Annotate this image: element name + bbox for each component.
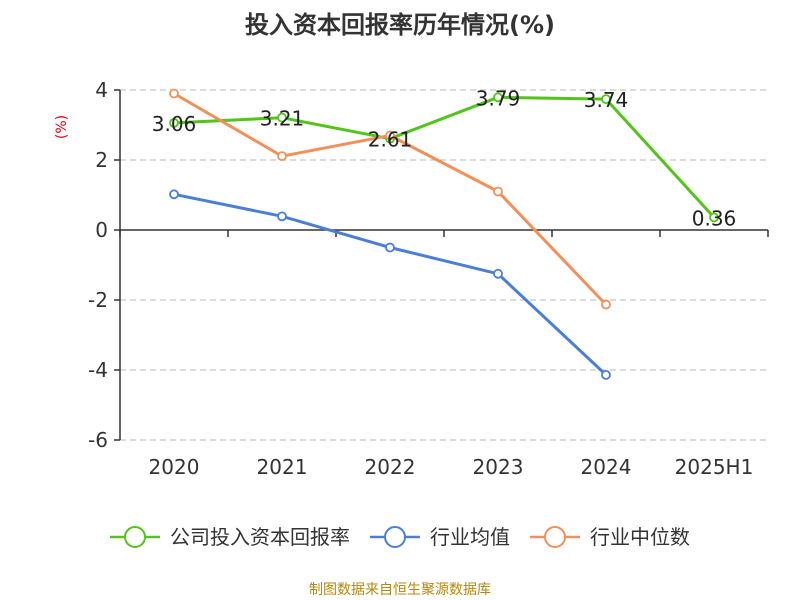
y-tick-label: -2 <box>88 288 108 312</box>
legend-item: 行业中位数 <box>530 525 690 549</box>
axes <box>114 89 769 441</box>
data-point <box>169 118 179 128</box>
series-line <box>173 95 716 219</box>
series-line <box>173 192 608 376</box>
data-point <box>493 92 503 103</box>
data-point <box>493 186 503 197</box>
data-point <box>709 212 719 223</box>
gridlines <box>120 89 768 441</box>
legend-item: 公司投入资本回报率 <box>110 525 350 549</box>
x-tick-label: 2024 <box>581 455 632 479</box>
legend-marker <box>384 526 406 548</box>
y-tick-labels: 4 2 0 -2 -4 -6 <box>88 78 108 452</box>
data-point <box>601 299 611 310</box>
legend-marker <box>124 526 146 548</box>
data-label: 3.21 <box>260 107 305 131</box>
x-tick-labels: 2020 2021 2022 2023 2024 2025H1 <box>149 455 754 479</box>
data-point <box>601 369 611 380</box>
y-tick-label: 0 <box>95 218 108 242</box>
legend-item: 行业均值 <box>370 525 510 549</box>
data-label: 3.79 <box>476 86 521 110</box>
data-point <box>385 242 395 253</box>
data-label: 0.36 <box>692 206 737 230</box>
legend-marker <box>544 526 566 548</box>
data-point <box>601 94 611 104</box>
data-point <box>277 151 287 162</box>
y-tick-label: -6 <box>88 428 108 452</box>
series-group <box>169 88 719 380</box>
y-tick-label: 2 <box>95 148 108 172</box>
data-point <box>169 88 179 99</box>
data-point <box>169 189 179 200</box>
data-label: 2.61 <box>368 128 413 152</box>
data-labels: 3.06 3.21 2.61 3.79 3.74 0.36 <box>152 86 737 230</box>
data-label: 3.06 <box>152 112 197 136</box>
source-note: 制图数据来自恒生聚源数据库 <box>309 582 491 598</box>
x-tick-label: 2023 <box>473 455 524 479</box>
legend-label: 行业均值 <box>430 525 510 549</box>
chart-title: 投入资本回报率历年情况(%) <box>245 11 555 39</box>
y-tick-label: -4 <box>88 358 108 382</box>
legend: 公司投入资本回报率 行业均值 行业中位数 <box>110 525 690 549</box>
data-point <box>493 268 503 279</box>
x-tick-label: 2025H1 <box>675 455 754 479</box>
x-tick-label: 2020 <box>149 455 200 479</box>
y-tick-label: 4 <box>95 78 108 102</box>
data-label: 3.74 <box>584 88 629 112</box>
data-point <box>385 130 395 141</box>
legend-label: 公司投入资本回报率 <box>170 525 350 549</box>
data-point <box>277 112 287 123</box>
y-axis-label: (%) <box>54 115 70 139</box>
series-line <box>173 92 608 306</box>
legend-label: 行业中位数 <box>590 525 690 549</box>
x-tick-label: 2021 <box>257 455 308 479</box>
x-tick-label: 2022 <box>365 455 416 479</box>
data-point <box>277 211 287 222</box>
